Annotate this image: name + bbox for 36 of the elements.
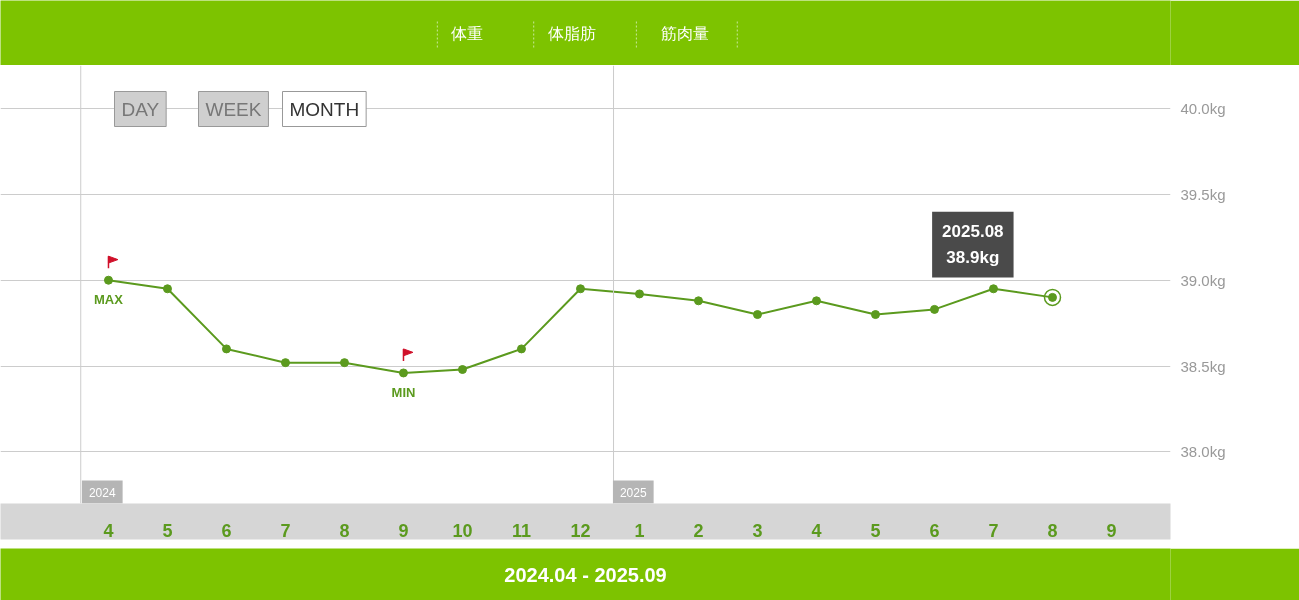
- annotation: MIN: [391, 384, 416, 400]
- x-tick-label: 6: [929, 520, 940, 541]
- x-tick-label: 12: [570, 520, 591, 541]
- x-tick-label: 7: [280, 520, 291, 541]
- annotation: WEEK: [205, 98, 262, 120]
- x-tick-label: 1: [634, 520, 645, 541]
- x-tick-label: 8: [339, 520, 350, 541]
- y-tick-label: 38.0kg: [1180, 443, 1226, 461]
- x-tick-label: 5: [870, 520, 881, 541]
- y-tick-label: 40.0kg: [1180, 99, 1226, 117]
- text: 体重: [451, 25, 484, 42]
- annotation: 2025.08: [942, 221, 1004, 241]
- y-tick-label: 39.0kg: [1180, 271, 1226, 289]
- annotation: MONTH: [289, 98, 360, 120]
- x-tick-label: 2: [693, 520, 704, 541]
- x-tick-label: 3: [752, 520, 763, 541]
- x-tick-label: 10: [452, 520, 473, 541]
- y-tick-label: 38.5kg: [1180, 357, 1226, 375]
- annotation: MAX: [94, 292, 124, 308]
- x-tick-label: 7: [988, 520, 999, 541]
- y-tick-label: 39.5kg: [1180, 185, 1226, 203]
- annotation: 38.9kg: [946, 248, 1000, 268]
- text: 筋肉量: [661, 25, 710, 42]
- x-tick-label: 5: [162, 520, 173, 541]
- x-tick-label: 6: [221, 520, 232, 541]
- x-tick-label: 4: [811, 520, 822, 541]
- x-tick-label: 11: [511, 520, 531, 541]
- annotation: DAY: [121, 98, 160, 120]
- annotation: 2024: [88, 485, 116, 500]
- x-tick-label: 4: [103, 520, 114, 541]
- x-tick-label: 9: [398, 520, 409, 541]
- x-tick-label: 9: [1106, 520, 1117, 541]
- annotation: 2025: [619, 485, 647, 500]
- text: 2024.04 - 2025.09: [504, 563, 667, 586]
- x-tick-label: 8: [1047, 520, 1058, 541]
- text: 体脂肪: [548, 25, 597, 42]
